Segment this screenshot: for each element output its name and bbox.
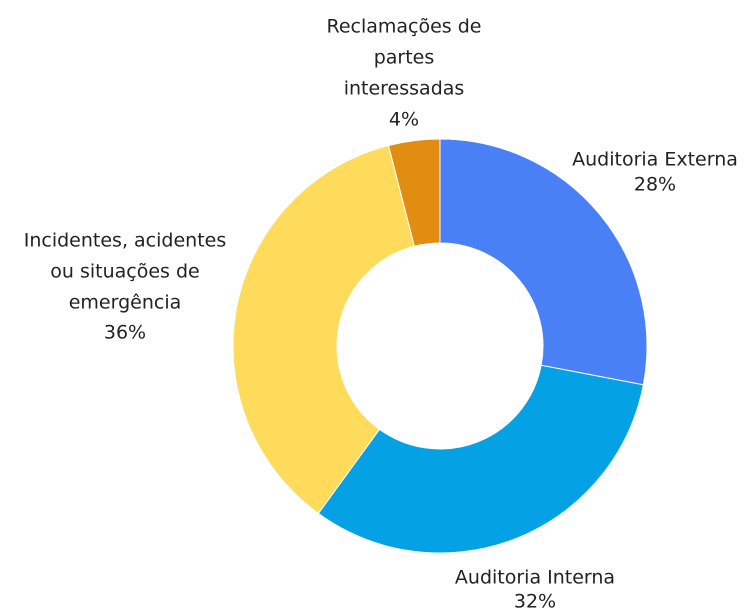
category-label: interessadas	[344, 78, 465, 100]
category-label: Incidentes, acidentes	[24, 230, 226, 252]
value-label: 36%	[104, 322, 146, 344]
slice-label: Auditoria Interna 32%	[455, 567, 615, 610]
category-label: emergência	[69, 292, 182, 314]
category-label: Auditoria Interna	[455, 567, 615, 589]
slice	[317, 364, 644, 554]
slice	[387, 138, 441, 247]
value-label: 28%	[634, 174, 676, 196]
value-label: 4%	[389, 109, 419, 131]
category-label: Auditoria Externa	[572, 149, 738, 171]
slice-label: Reclamações de partes interessadas 4%	[326, 16, 481, 131]
category-label: Reclamações de	[326, 16, 481, 38]
slice	[439, 138, 648, 386]
slice	[232, 144, 415, 515]
slice-label: Auditoria Externa 28%	[572, 149, 738, 196]
category-label: partes	[374, 47, 435, 69]
slice-label: Incidentes, acidentes ou situações de emer…	[24, 230, 226, 344]
category-label: ou situações de	[50, 261, 199, 283]
value-label: 32%	[514, 591, 556, 610]
